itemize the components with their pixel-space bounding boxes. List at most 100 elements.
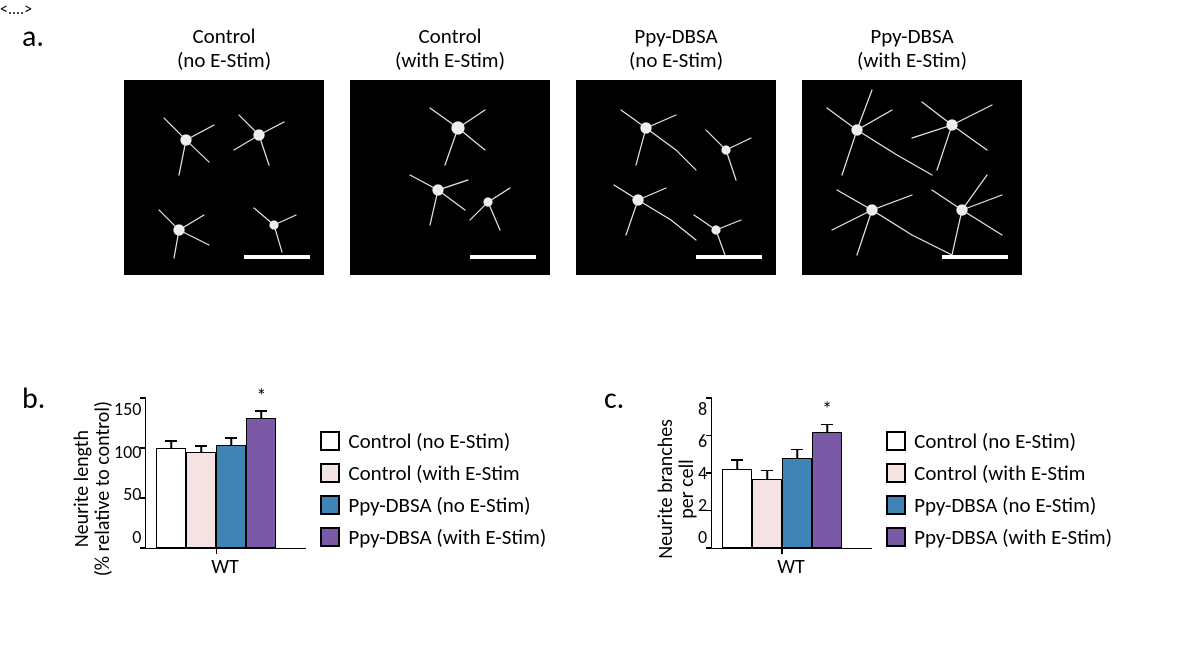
y-tick-label: 100 — [114, 441, 141, 463]
legend-swatch — [320, 431, 340, 451]
significance-marker: * — [256, 385, 266, 409]
y-tick-label: 6 — [698, 430, 707, 452]
legend-swatch — [886, 495, 906, 515]
panel-letter-c: c. — [604, 380, 624, 417]
legend-item: Ppy-DBSA (with E-Stim) — [886, 524, 1112, 550]
figure-root: a. b. c. Control (no E-Stim) — [0, 0, 1180, 669]
legend: Control (no E-Stim) Control (with E-Stim P… — [320, 428, 546, 550]
error-cap — [195, 445, 207, 447]
error-cap — [731, 459, 743, 461]
micrograph-col-3: Ppy-DBSA (with E-Stim) — [798, 22, 1026, 275]
plot-area: * — [711, 398, 872, 549]
error-bar — [231, 438, 233, 446]
panel-letter-a: a. — [22, 18, 44, 55]
neuron-svg — [124, 80, 324, 275]
y-axis-label: Neurite length(% relative to control) — [70, 401, 114, 576]
significance-marker: * — [822, 398, 832, 422]
label-line1: Control — [177, 24, 271, 48]
legend-label: Ppy-DBSA (no E-Stim) — [914, 492, 1096, 518]
micrograph-label: Ppy-DBSA (no E-Stim) — [629, 22, 723, 74]
error-cap — [165, 440, 177, 442]
error-bar — [766, 470, 768, 479]
label-line1: Ppy-DBSA — [857, 24, 967, 48]
legend-label: Control (no E-Stim) — [348, 428, 510, 454]
legend-item: Ppy-DBSA (no E-Stim) — [320, 492, 546, 518]
neuron-svg — [350, 80, 550, 275]
x-tick-mark — [216, 548, 218, 554]
bars-group: * — [712, 398, 842, 548]
error-cap — [791, 449, 803, 451]
legend-label: Control (with E-Stim — [348, 460, 519, 486]
micrograph-image — [350, 80, 550, 275]
y-tick-label: 0 — [698, 526, 707, 548]
panel-c-chart: Neurite branchesper cell86420*WTControl … — [654, 398, 1112, 579]
error-cap — [761, 470, 773, 472]
micrograph-col-0: Control (no E-Stim) — [120, 22, 328, 275]
legend-swatch — [320, 527, 340, 547]
legend-label: Control (no E-Stim) — [914, 428, 1076, 454]
bar: * — [246, 418, 276, 548]
x-label-wrap: WT — [698, 549, 872, 579]
legend-swatch — [886, 463, 906, 483]
legend-item: Control (with E-Stim — [886, 460, 1112, 486]
legend-item: Control (no E-Stim) — [886, 428, 1112, 454]
plot-and-ticks: 150100500* — [114, 398, 306, 549]
micrograph-col-1: Control (with E-Stim) — [346, 22, 554, 275]
scalebar — [942, 255, 1008, 259]
legend-swatch — [886, 431, 906, 451]
x-label-wrap: WT — [114, 549, 306, 579]
bars-group: * — [146, 398, 276, 548]
legend-label: Ppy-DBSA (with E-Stim) — [348, 524, 546, 550]
legend: Control (no E-Stim) Control (with E-Stim P… — [886, 428, 1112, 550]
error-cap — [255, 410, 267, 412]
legend-swatch — [320, 463, 340, 483]
error-bar — [736, 460, 738, 470]
y-tick-label: 0 — [132, 526, 141, 548]
panel-b-chart: Neurite length(% relative to control)150… — [70, 398, 546, 579]
panel-letter-b: b. — [22, 380, 45, 417]
legend-item: Control (no E-Stim) — [320, 428, 546, 454]
label-line2: (no E-Stim) — [177, 48, 271, 72]
plot-area: * — [145, 398, 306, 549]
scalebar — [696, 255, 762, 259]
bar — [782, 458, 812, 548]
scalebar — [470, 255, 536, 259]
neuron-svg — [576, 80, 776, 275]
micrograph-col-2: Ppy-DBSA (no E-Stim) — [572, 22, 780, 275]
legend-swatch — [320, 495, 340, 515]
legend-item: Ppy-DBSA (with E-Stim) — [320, 524, 546, 550]
micrograph-label: Ppy-DBSA (with E-Stim) — [857, 22, 967, 74]
chart-wrap: Neurite branchesper cell86420*WT — [654, 398, 872, 579]
label-line2: (no E-Stim) — [629, 48, 723, 72]
spacer — [114, 549, 145, 579]
y-tick-label: 50 — [123, 483, 141, 505]
plot-and-ticks: 86420* — [698, 398, 872, 549]
label-line1: Control — [395, 24, 505, 48]
error-bar — [201, 446, 203, 453]
x-axis-label: WT — [145, 555, 305, 579]
y-tick-label: 2 — [698, 494, 707, 516]
legend-item: Ppy-DBSA (no E-Stim) — [886, 492, 1112, 518]
bar — [216, 445, 246, 548]
x-axis-label: WT — [711, 555, 871, 579]
micrograph-label: Control (no E-Stim) — [177, 22, 271, 74]
micrograph-image — [124, 80, 324, 275]
x-tick-mark — [781, 548, 783, 554]
legend-label: Ppy-DBSA (with E-Stim) — [914, 524, 1112, 550]
axis-area: 86420*WT — [698, 398, 872, 579]
error-cap — [225, 437, 237, 439]
legend-label: Control (with E-Stim — [914, 460, 1085, 486]
error-bar — [826, 424, 828, 432]
error-bar — [261, 411, 263, 419]
micrograph-label: Control (with E-Stim) — [395, 22, 505, 74]
micrograph-image — [802, 80, 1022, 275]
error-cap — [821, 424, 833, 426]
bar — [186, 452, 216, 548]
label-line2: (with E-Stim) — [395, 48, 505, 72]
y-ticks: 150100500 — [114, 398, 145, 548]
axis-area: 150100500*WT — [114, 398, 306, 579]
legend-item: Control (with E-Stim — [320, 460, 546, 486]
spacer — [698, 549, 711, 579]
y-axis-label: Neurite branchesper cell — [654, 419, 698, 559]
neuron-svg — [802, 80, 1022, 275]
